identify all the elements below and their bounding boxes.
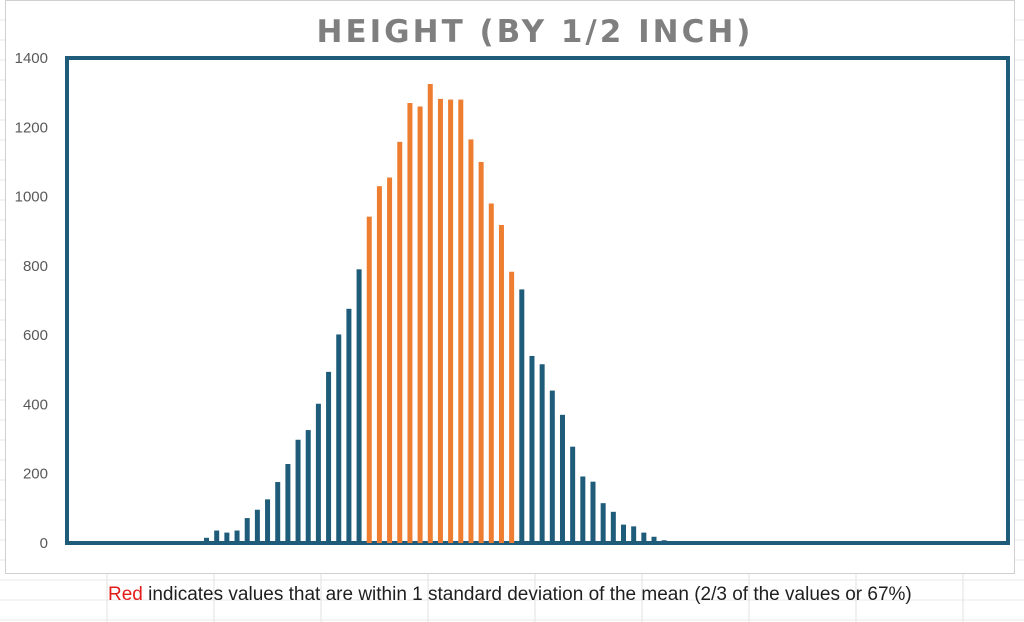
- bar: [498, 224, 504, 544]
- bar: [570, 446, 576, 543]
- y-tick-label: 400: [23, 396, 48, 413]
- bar: [458, 99, 464, 543]
- caption-text: indicates values that are within 1 stand…: [142, 584, 912, 605]
- chart-title: HEIGHT (BY 1/2 INCH): [316, 14, 754, 50]
- bar: [549, 390, 555, 543]
- bar: [661, 540, 667, 543]
- bar: [204, 537, 210, 543]
- bar: [244, 518, 250, 543]
- bar: [651, 536, 657, 543]
- chart-plot: 0 200 400 600 800 1000 1200 1400: [15, 50, 1010, 552]
- bar: [448, 99, 454, 543]
- bar: [590, 481, 596, 543]
- bar: [559, 414, 565, 543]
- plot-frame: [65, 56, 1010, 545]
- bar: [621, 524, 626, 543]
- bar: [346, 308, 352, 543]
- y-tick-label: 1400: [15, 50, 48, 67]
- bar: [437, 98, 443, 543]
- bar: [610, 511, 616, 543]
- bar: [315, 403, 321, 543]
- bar: [631, 526, 637, 543]
- bar: [214, 530, 220, 543]
- bar: [326, 371, 332, 543]
- bar: [305, 430, 311, 543]
- bar: [407, 103, 413, 543]
- bar: [488, 203, 494, 543]
- bar: [417, 106, 423, 543]
- bar: [580, 476, 586, 543]
- bar: [468, 139, 474, 543]
- y-tick-label: 1200: [15, 119, 48, 136]
- bar: [539, 364, 545, 543]
- bar: [366, 216, 372, 543]
- bar: [387, 177, 393, 543]
- bar: [295, 439, 301, 543]
- bar: [641, 532, 647, 543]
- y-tick-label: 800: [23, 258, 48, 275]
- bar: [234, 530, 240, 543]
- y-tick-label: 200: [23, 466, 48, 483]
- bar: [427, 83, 433, 543]
- bar: [478, 161, 484, 543]
- chart-caption: Red indicates values that are within 1 s…: [108, 584, 912, 606]
- bar: [600, 503, 606, 543]
- bar: [265, 499, 271, 543]
- bar: [509, 271, 515, 543]
- bar: [376, 186, 382, 543]
- bar: [285, 464, 291, 543]
- bar: [519, 289, 525, 543]
- bar: [336, 334, 342, 543]
- bar: [397, 141, 403, 543]
- bar: [224, 532, 230, 543]
- y-tick-label: 1000: [15, 189, 48, 206]
- y-tick-label: 0: [40, 535, 48, 552]
- caption-highlight-word: Red: [108, 584, 143, 605]
- y-tick-label: 600: [23, 327, 48, 344]
- bar: [671, 541, 677, 543]
- bar: [254, 509, 260, 543]
- bar: [275, 482, 281, 543]
- bar: [529, 355, 535, 543]
- bar: [356, 269, 362, 543]
